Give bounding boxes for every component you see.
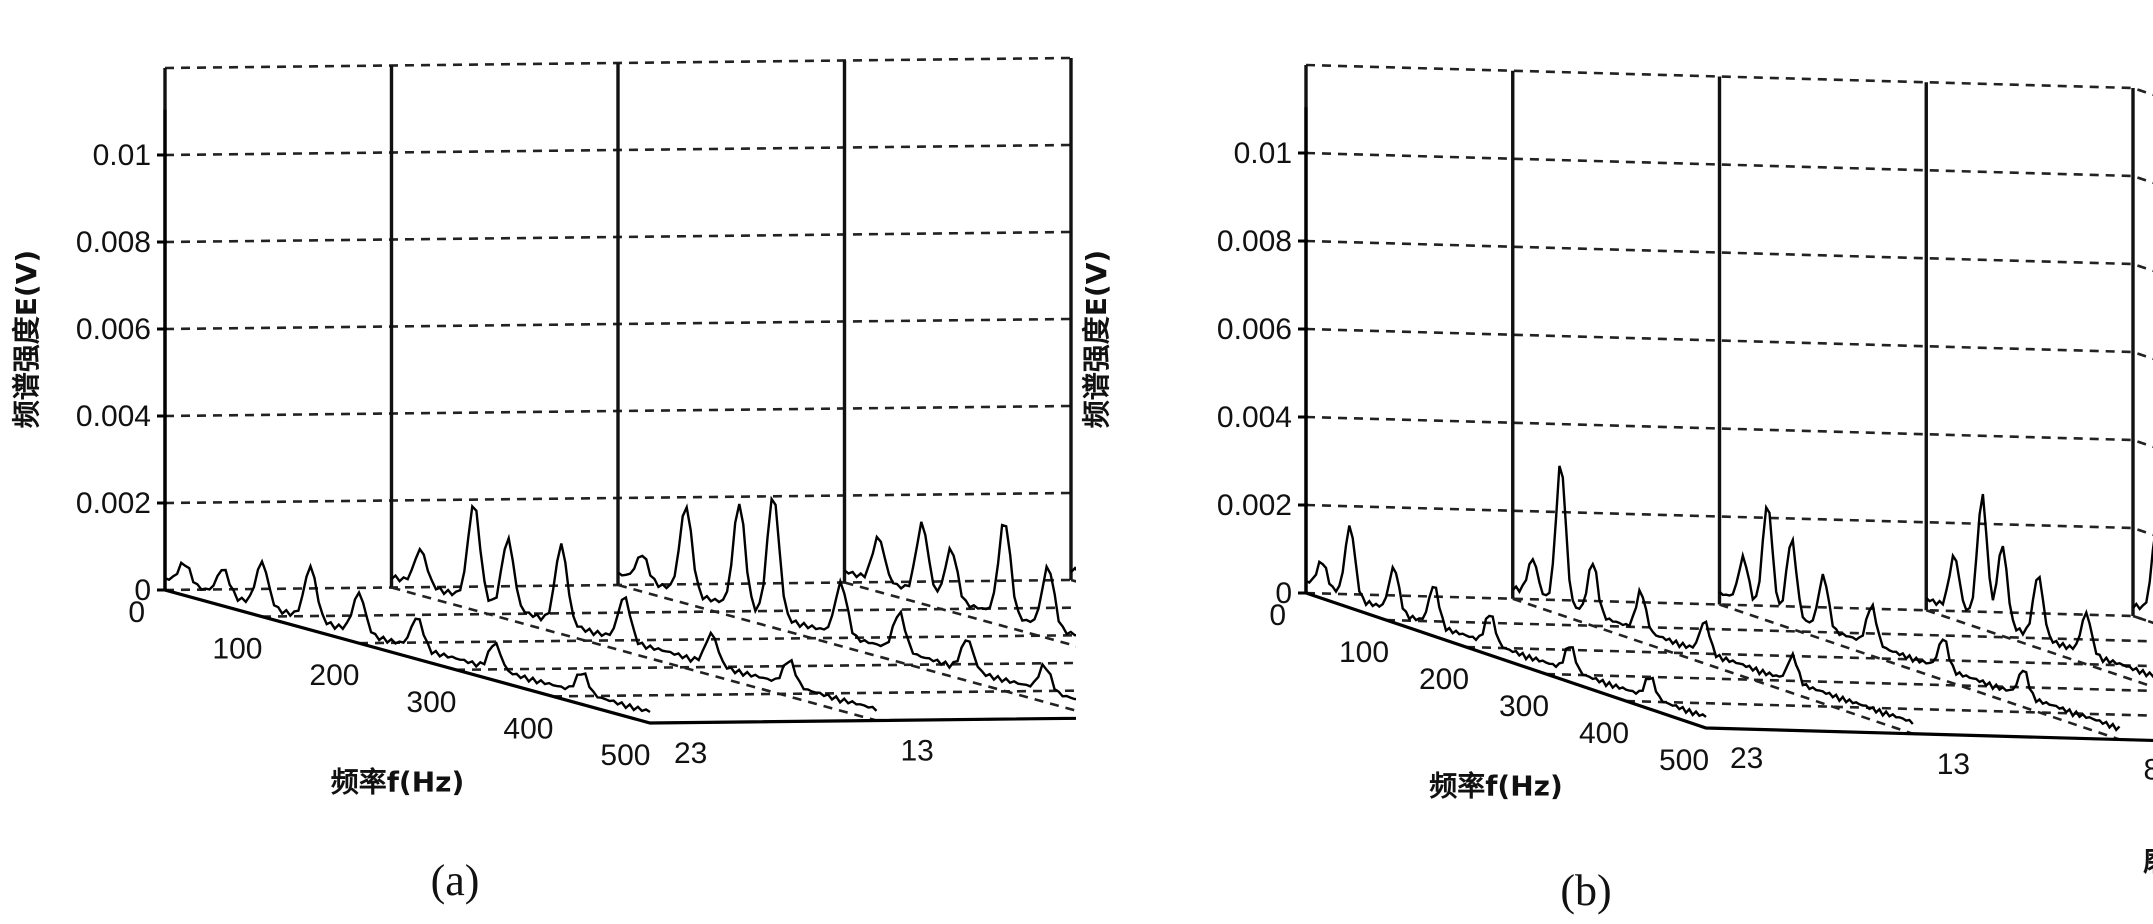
z-tick-label: 0.008 [1217, 225, 1292, 258]
x-origin-label: 0 [128, 596, 145, 629]
z-tick-label: 0.002 [1217, 489, 1292, 522]
axis-lines [1304, 107, 2153, 743]
z-tick-label: 0.006 [76, 313, 151, 346]
grid-group [163, 56, 1076, 725]
z-tick-label: 0 [134, 574, 151, 607]
z-tick-label: 0.004 [1217, 401, 1292, 434]
y-tick-label: 13 [1937, 748, 1970, 781]
z-tick-label: 0.002 [76, 487, 151, 520]
caption-a: (a) [431, 856, 480, 905]
gridline-horizontal [1305, 591, 2153, 625]
z-tick-label: 0.006 [1217, 313, 1292, 346]
series-line-stroke-1 [2132, 540, 2153, 611]
gridline-horizontal [164, 317, 1076, 331]
gridline-horizontal [164, 143, 1076, 157]
spectrum-chart-a: 0 0.002 0.004 0.006 0.008 0.01 0 100 200 300 400 50… [10, 56, 1076, 905]
z-tick-label: 0.01 [93, 139, 151, 172]
x-tick-label: 400 [503, 712, 553, 745]
x-tick-label: 200 [1419, 663, 1469, 696]
gridline-floor [1465, 645, 2153, 668]
x-tick-label: 400 [1579, 717, 1629, 750]
gridline-floor [1719, 603, 2120, 741]
gridline-horizontal [164, 56, 1076, 70]
gridline-floor [844, 581, 1076, 648]
series-line-stroke-23 [1305, 525, 1707, 718]
y-axis-label: 磨削行程i(次) [2143, 845, 2153, 878]
x-tick-label: 200 [309, 659, 359, 692]
series-line-stroke-2 [843, 521, 1076, 637]
y-tick-label: 8 [2144, 754, 2153, 787]
y-tick-label: 23 [1730, 742, 1763, 775]
y-tick-label: 13 [901, 735, 934, 768]
series-group [1305, 465, 2153, 732]
gridline-floor [455, 661, 1076, 672]
x-tick-label: 100 [1339, 636, 1389, 669]
gridline-floor [358, 633, 1076, 645]
x-tick-label: 300 [1499, 690, 1549, 723]
series-line-stroke-2 [1925, 493, 2153, 679]
series-line-stroke-8 [617, 495, 1076, 701]
x-tick-label: 500 [1659, 744, 1709, 777]
gridline-floor [391, 586, 877, 722]
series-line-stroke-13 [390, 503, 878, 712]
x-tick-label: 300 [406, 686, 456, 719]
gridline-horizontal [1305, 415, 2153, 449]
x-tick-label: 100 [212, 633, 262, 666]
series-group [164, 495, 1076, 714]
z-tick-label: 0.01 [1234, 137, 1292, 170]
z-tick-label: 0.008 [76, 226, 151, 259]
grid-group [1304, 63, 2153, 742]
spectrum-chart-b: 0 0.002 0.004 0.006 0.008 0.01 0 100 200 300 400 50… [1080, 63, 2153, 915]
z-tick-label: 0.004 [76, 400, 151, 433]
axis-lines [163, 109, 1076, 725]
gridline-horizontal [1305, 151, 2153, 185]
series-line-stroke-8 [1718, 503, 2121, 732]
x-origin-label: 0 [1269, 599, 1286, 632]
gridline-floor [617, 583, 1076, 712]
x-tick-label: 500 [600, 739, 650, 772]
z-axis-label: 频谱强度E(V) [10, 250, 43, 428]
gridline-horizontal [1305, 239, 2153, 273]
gridline-floor [1625, 699, 2153, 717]
gridline-floor [1512, 597, 1914, 735]
gridline-horizontal [164, 404, 1076, 418]
x-axis-label: 频率f(Hz) [1429, 770, 1563, 803]
gridline-horizontal [1305, 63, 2153, 97]
gridline-floor [1385, 618, 2153, 643]
y-tick-label: 23 [674, 737, 707, 770]
series-line-stroke-13 [1511, 465, 1914, 725]
gridline-floor [1925, 609, 2153, 689]
gridline-horizontal [1305, 327, 2153, 361]
gridline-horizontal [164, 230, 1076, 244]
series-line-stroke-23 [164, 558, 651, 714]
caption-b: (b) [1560, 866, 1611, 915]
z-axis-label: 频谱强度E(V) [1080, 250, 1113, 428]
z-tick-label: 0 [1275, 577, 1292, 610]
gridline-horizontal [1305, 503, 2153, 537]
x-axis-label: 频率f(Hz) [331, 766, 465, 799]
